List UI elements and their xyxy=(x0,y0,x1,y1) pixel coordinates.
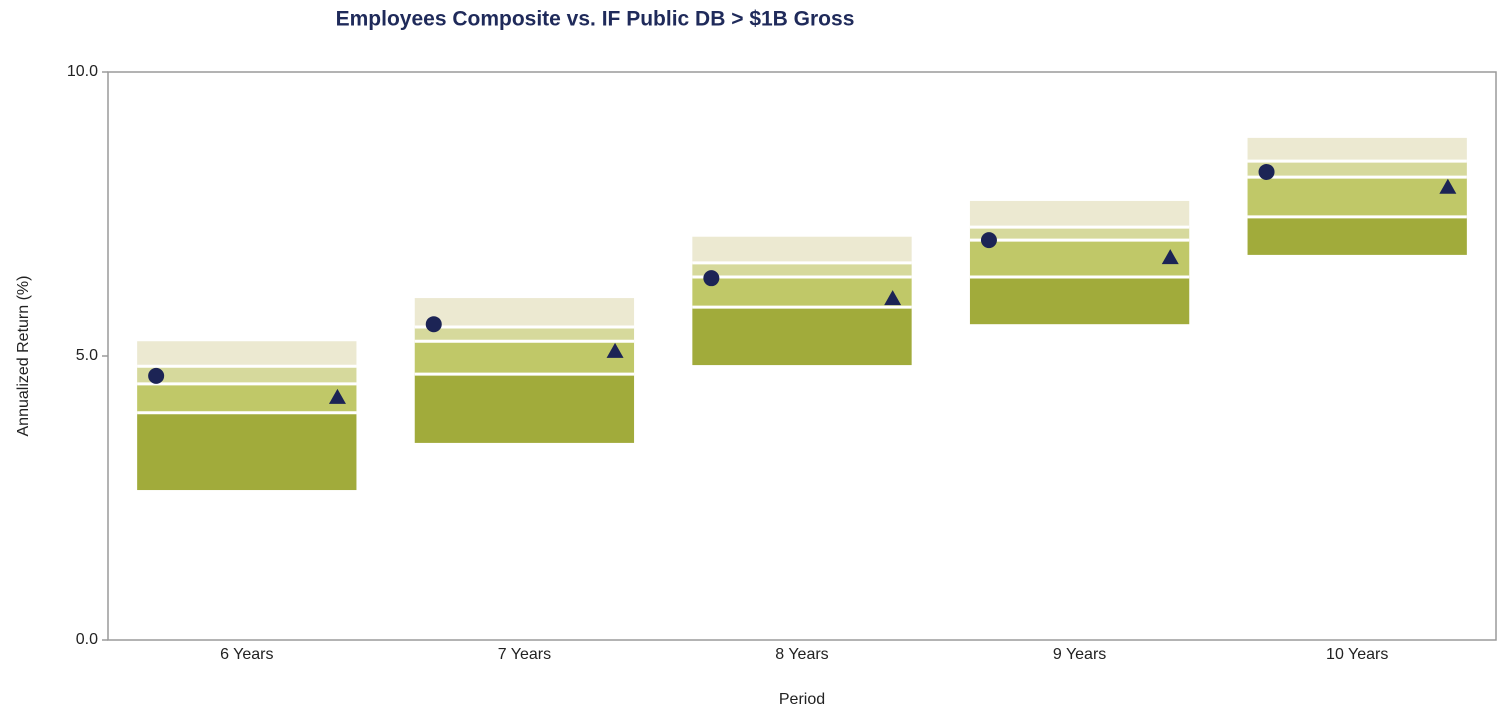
marker-circle xyxy=(425,316,442,333)
marker-triangle xyxy=(1161,249,1179,265)
marker-circle xyxy=(703,270,720,287)
marker-circle xyxy=(1258,163,1275,180)
range-band xyxy=(414,341,635,375)
marker-triangle xyxy=(1439,178,1457,194)
range-band xyxy=(969,277,1190,325)
range-band xyxy=(414,374,635,443)
range-band xyxy=(1247,216,1467,255)
range-band xyxy=(414,298,635,328)
range-band xyxy=(969,200,1190,228)
range-band xyxy=(692,236,912,263)
y-tick-label: 0.0 xyxy=(76,631,98,648)
x-axis-label: Period xyxy=(779,691,825,708)
marker-triangle xyxy=(606,342,624,358)
x-tick-label: 8 Years xyxy=(775,646,828,663)
range-band xyxy=(1247,177,1467,217)
x-tick-label: 9 Years xyxy=(1053,646,1106,663)
range-band xyxy=(137,412,357,491)
range-band xyxy=(137,341,357,367)
range-band xyxy=(137,366,357,384)
range-band xyxy=(137,383,357,413)
y-tick-label: 10.0 xyxy=(67,63,98,80)
range-band xyxy=(1247,161,1467,178)
range-band xyxy=(1247,137,1467,162)
range-band xyxy=(969,227,1190,241)
y-tick-label: 5.0 xyxy=(76,347,98,364)
x-tick-label: 7 Years xyxy=(498,646,551,663)
marker-circle xyxy=(980,232,997,249)
y-axis-label: Annualized Return (%) xyxy=(15,276,32,437)
marker-triangle xyxy=(884,290,902,306)
range-band xyxy=(692,307,912,366)
marker-circle xyxy=(148,367,165,384)
marker-triangle xyxy=(328,388,346,404)
range-band xyxy=(692,277,912,308)
range-band xyxy=(969,240,1190,278)
x-tick-label: 10 Years xyxy=(1326,646,1388,663)
x-tick-label: 6 Years xyxy=(220,646,273,663)
range-band xyxy=(692,262,912,278)
range-band xyxy=(414,327,635,342)
chart-title: Employees Composite vs. IF Public DB > $… xyxy=(336,8,855,31)
